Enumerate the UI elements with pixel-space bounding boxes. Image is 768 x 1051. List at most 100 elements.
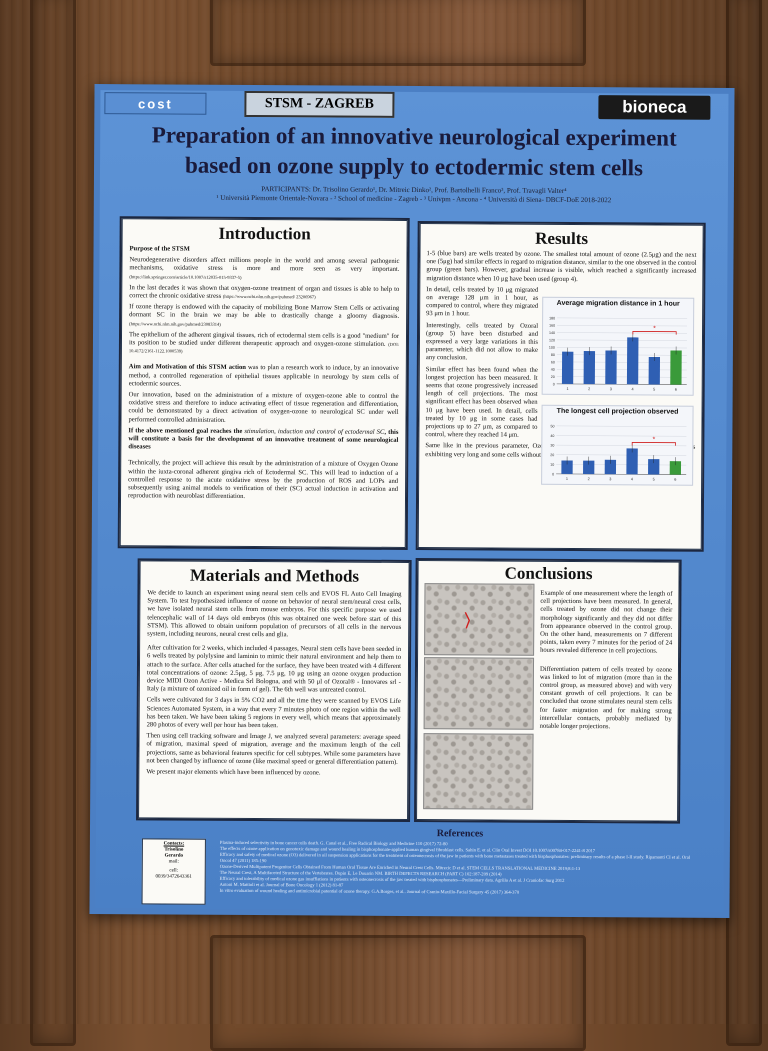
y-tick-label: 140 xyxy=(549,331,555,335)
x-tick-label: 4 xyxy=(631,477,633,481)
y-tick-label: 50 xyxy=(550,424,554,428)
y-tick-label: 30 xyxy=(550,444,554,448)
intro-paragraph: In the last decades it was shown that ox… xyxy=(129,284,399,302)
x-axis xyxy=(556,474,686,475)
methods-p2: After cultivation for 2 weeks, which inc… xyxy=(147,645,401,696)
contacts-box: Contacts: Trisolino Gerardo mail: cell: … xyxy=(142,838,206,904)
gridline xyxy=(557,362,687,363)
contact-mail-label: mail: xyxy=(143,859,205,865)
authors: PARTICIPANTS: Dr. Trisolino Gerardo¹, Dr… xyxy=(102,184,726,206)
y-tick-label: 20 xyxy=(551,375,555,379)
gridline xyxy=(557,347,687,348)
gridline xyxy=(557,377,687,378)
intro-paragraph: The epithelium of the adherent gingival … xyxy=(129,331,399,357)
microscopy-image-1 xyxy=(424,583,534,656)
gridline xyxy=(557,369,687,370)
significance-star: * xyxy=(653,326,656,333)
x-tick-label: 1 xyxy=(566,477,568,481)
gridline xyxy=(557,340,687,341)
y-tick-label: 100 xyxy=(549,346,555,350)
gridline xyxy=(556,455,686,456)
intro-aim-bold: Aim and Motivation of this STSM action xyxy=(129,364,246,372)
poster-title: Preparation of an innovative neurologica… xyxy=(102,120,726,184)
results-p4: Similar effect has been found when the l… xyxy=(425,366,537,441)
x-tick-label: 6 xyxy=(675,388,677,392)
conclusions-heading: Conclusions xyxy=(418,563,678,585)
microscopy-image-2 xyxy=(424,657,534,730)
intro-aim: Aim and Motivation of this STSM action w… xyxy=(129,364,399,390)
results-panel: Results 1-5 (blue bars) are wells treate… xyxy=(418,223,704,550)
bar xyxy=(670,350,681,384)
y-tick-label: 20 xyxy=(550,453,554,457)
bar xyxy=(605,350,616,384)
results-heading: Results xyxy=(427,228,697,250)
results-p1: 1-5 (blue bars) are wells treated by ozo… xyxy=(426,250,696,284)
bar xyxy=(562,352,573,384)
chart-title: The longest cell projection observed xyxy=(543,408,693,416)
gridline xyxy=(557,318,687,319)
y-tick-label: 40 xyxy=(551,368,555,372)
references-list: Plasma-induced selectivity in bone cance… xyxy=(220,840,700,897)
title-line-1: Preparation of an innovative neurologica… xyxy=(102,120,726,154)
y-tick-label: 0 xyxy=(552,472,554,476)
microscopy-image-3 xyxy=(423,733,533,810)
y-tick-label: 10 xyxy=(550,463,554,467)
results-left-column: In detail, cells treated by 10 μg migrat… xyxy=(425,286,538,440)
contact-cell-number: 0039/3472643361 xyxy=(143,874,205,880)
intro-p1: Neurodegenerative disorders affect milli… xyxy=(129,256,399,273)
intro-p3-ref: (https://www.ncbi.nlm.nih.gov/pubmed/230… xyxy=(129,321,221,327)
measurement-mark xyxy=(425,584,533,655)
intro-p3: If ozone therapy is endowed with the cap… xyxy=(129,303,399,320)
gridline xyxy=(556,445,686,446)
x-tick-label: 3 xyxy=(609,477,611,481)
bar xyxy=(649,357,660,385)
chart-svg: 0 20 40 60 80 100 120 140 160 180 1 2 3 4 5 6 * xyxy=(543,310,694,395)
x-tick-label: 5 xyxy=(653,477,655,481)
chart-longest-projection: The longest cell projection observed 0 10… xyxy=(541,405,693,486)
cost-logo: cost xyxy=(104,92,206,115)
stsm-label: STSM - ZAGREB xyxy=(244,91,394,118)
intro-goal-bold-1: If the above mentioned goal reaches the xyxy=(128,427,244,435)
y-tick-label: 120 xyxy=(549,338,555,342)
x-tick-label: 2 xyxy=(588,477,590,481)
results-p3: Interestingly, cells treated by Ozoral (… xyxy=(426,322,538,364)
intro-paragraph: If ozone therapy is endowed with the cap… xyxy=(129,303,399,329)
intro-p8: Technically, the project will achieve th… xyxy=(128,460,398,503)
conclusions-p1: Example of one measurement where the len… xyxy=(540,590,672,656)
door-panel-top xyxy=(210,0,586,66)
bioneca-logo: bioneca xyxy=(598,95,710,120)
y-tick-label: 60 xyxy=(551,360,555,364)
intro-p4: The epithelium of the adherent gingival … xyxy=(129,331,399,348)
x-tick-label: 3 xyxy=(610,387,612,391)
y-tick-label: 160 xyxy=(549,324,555,328)
intro-p6: Our innovation, based on the administrat… xyxy=(128,391,398,425)
methods-p3: Cells were cultivated for 3 days in 5% C… xyxy=(147,697,401,731)
y-tick-label: 80 xyxy=(551,353,555,357)
x-tick-label: 6 xyxy=(674,478,676,482)
methods-heading: Materials and Methods xyxy=(147,565,401,587)
conclusions-panel: Conclusions Example of one measurement w… xyxy=(416,560,680,822)
methods-p5: We present major elements which have bee… xyxy=(146,768,400,778)
y-tick-label: 180 xyxy=(549,316,555,320)
x-tick-label: 5 xyxy=(653,387,655,391)
intro-goal-italic: stimulation, induction and control of ec… xyxy=(244,428,384,436)
x-tick-label: 1 xyxy=(566,387,568,391)
y-tick-label: 40 xyxy=(550,434,554,438)
bar xyxy=(584,351,595,384)
results-p2: In detail, cells treated by 10 μg migrat… xyxy=(426,286,538,319)
gridline xyxy=(556,426,686,427)
x-tick-label: 2 xyxy=(588,387,590,391)
methods-p1: We decide to launch an experiment using … xyxy=(147,589,401,640)
door-frame-left xyxy=(30,0,76,1046)
conclusions-text: Example of one measurement where the len… xyxy=(540,590,673,735)
x-tick-label: 4 xyxy=(631,387,633,391)
gridline xyxy=(557,333,687,334)
conclusions-p2: Differentiation pattern of cells treated… xyxy=(540,665,672,731)
intro-subheading: Purpose of the STSM xyxy=(130,245,400,255)
y-tick-label: 0 xyxy=(553,382,555,386)
references-heading: References xyxy=(220,827,700,841)
gridline xyxy=(556,464,686,465)
bar xyxy=(627,337,639,384)
